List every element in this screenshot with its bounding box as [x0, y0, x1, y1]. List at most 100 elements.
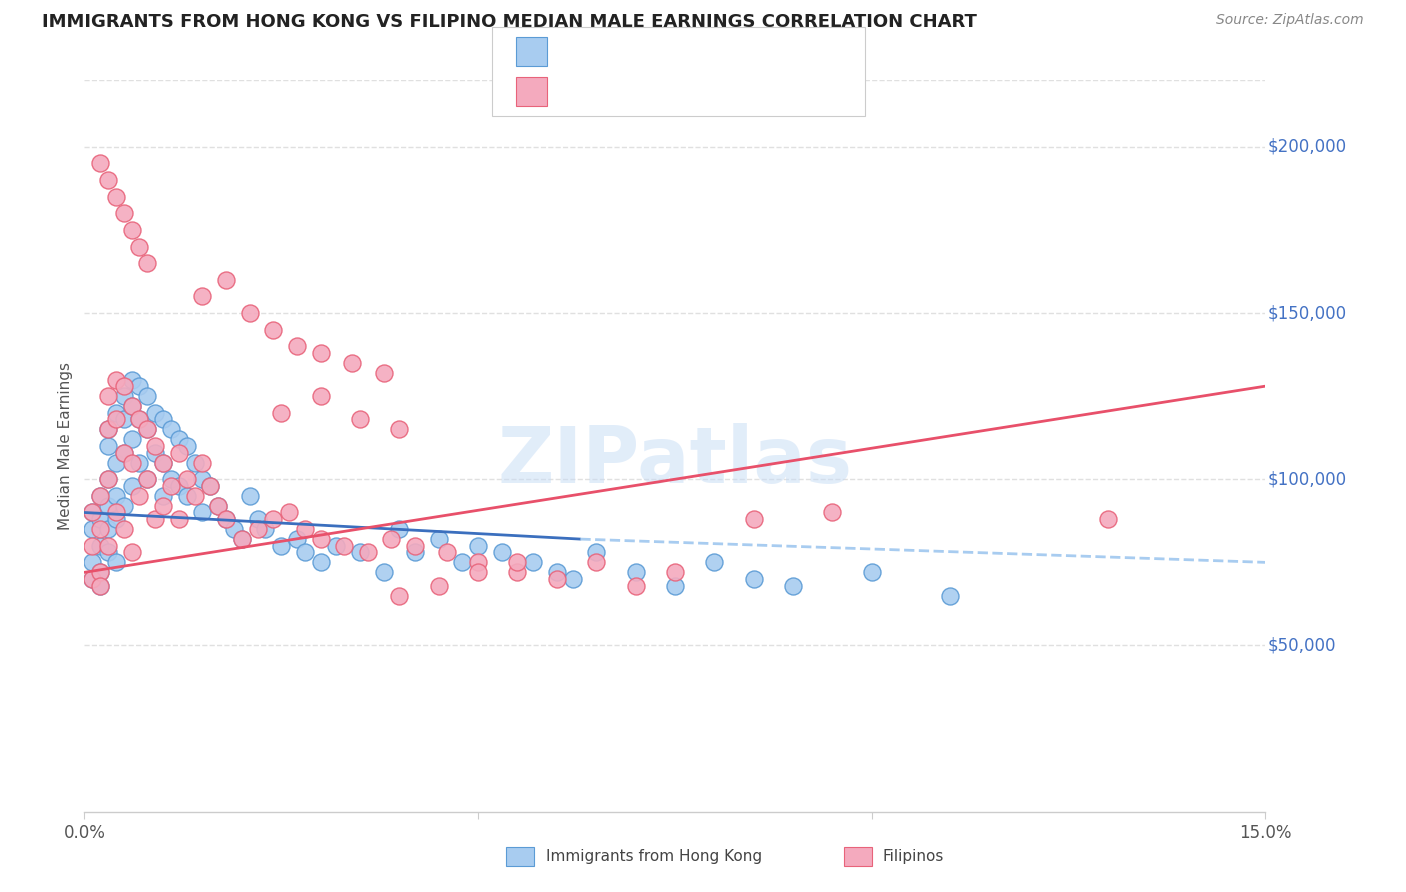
Point [191, 289, 214, 303]
Point [97, 539, 120, 553]
Point [388, 522, 411, 536]
Point [112, 445, 135, 459]
Point [152, 499, 174, 513]
Point [585, 545, 607, 559]
Point [215, 512, 238, 526]
Point [104, 506, 127, 520]
Point [357, 545, 380, 559]
Point [89, 512, 111, 526]
Text: ZIPatlas: ZIPatlas [498, 423, 852, 499]
Point [436, 545, 458, 559]
Point [167, 445, 190, 459]
Point [121, 479, 143, 493]
Point [191, 506, 214, 520]
Point [97, 439, 120, 453]
Point [104, 555, 127, 569]
Point [121, 399, 143, 413]
Point [136, 389, 159, 403]
Point [136, 472, 159, 486]
Point [427, 579, 450, 593]
Text: 0.143: 0.143 [593, 82, 645, 101]
Point [231, 532, 253, 546]
Point [143, 512, 166, 526]
Text: R =: R = [558, 42, 595, 61]
Point [97, 422, 120, 436]
Point [167, 433, 190, 447]
Point [82, 555, 104, 569]
Point [1097, 512, 1119, 526]
Point [128, 239, 150, 253]
Point [285, 532, 308, 546]
Point [349, 412, 371, 426]
Text: $50,000: $50,000 [1268, 637, 1336, 655]
Point [546, 572, 568, 586]
Text: 80: 80 [713, 82, 741, 101]
Point [152, 456, 174, 470]
Point [121, 223, 143, 237]
Point [121, 456, 143, 470]
Point [821, 506, 844, 520]
Point [89, 489, 111, 503]
Point [176, 472, 198, 486]
Point [89, 579, 111, 593]
Point [624, 566, 647, 580]
Point [112, 389, 135, 403]
Point [262, 512, 284, 526]
Point [104, 412, 127, 426]
Point [104, 189, 127, 203]
Point [97, 545, 120, 559]
Point [143, 445, 166, 459]
Point [89, 539, 111, 553]
Point [128, 456, 150, 470]
Point [112, 522, 135, 536]
Point [294, 522, 316, 536]
Point [89, 566, 111, 580]
Point [183, 489, 205, 503]
Point [143, 406, 166, 420]
Point [152, 456, 174, 470]
Text: N =: N = [678, 82, 714, 101]
Point [285, 339, 308, 353]
Point [112, 206, 135, 220]
Text: -0.038: -0.038 [593, 42, 652, 61]
Point [215, 273, 238, 287]
Point [112, 499, 135, 513]
Point [239, 489, 262, 503]
Point [309, 532, 332, 546]
Point [380, 532, 402, 546]
Point [200, 479, 222, 493]
Point [309, 389, 332, 403]
Point [112, 379, 135, 393]
Point [104, 489, 127, 503]
Point [294, 545, 316, 559]
Point [128, 412, 150, 426]
Point [200, 479, 222, 493]
Point [388, 422, 411, 436]
Point [97, 472, 120, 486]
Point [121, 433, 143, 447]
Point [97, 522, 120, 536]
Point [176, 439, 198, 453]
Point [82, 539, 104, 553]
Point [325, 539, 347, 553]
Point [207, 499, 229, 513]
Text: Source: ZipAtlas.com: Source: ZipAtlas.com [1216, 13, 1364, 28]
Point [112, 445, 135, 459]
Point [97, 389, 120, 403]
Point [112, 412, 135, 426]
Point [104, 372, 127, 386]
Point [404, 545, 426, 559]
Point [128, 412, 150, 426]
Point [97, 173, 120, 187]
Point [97, 472, 120, 486]
Point [246, 512, 269, 526]
Point [128, 489, 150, 503]
Point [585, 555, 607, 569]
Point [254, 522, 277, 536]
Point [82, 506, 104, 520]
Point [624, 579, 647, 593]
Point [742, 572, 765, 586]
Text: Immigrants from Hong Kong: Immigrants from Hong Kong [546, 849, 762, 863]
Point [467, 555, 489, 569]
Point [89, 579, 111, 593]
